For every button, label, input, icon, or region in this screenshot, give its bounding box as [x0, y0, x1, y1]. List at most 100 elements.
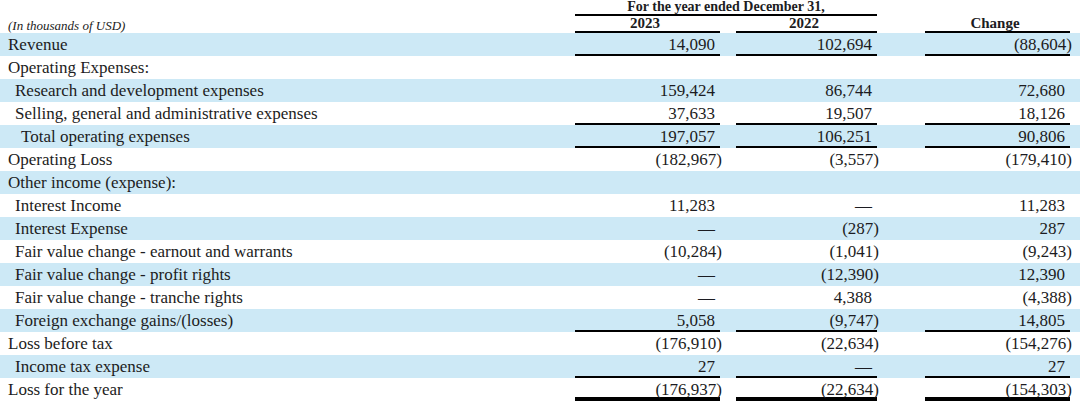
- row-label: Other income (expense):: [0, 171, 575, 194]
- unit-note: (In thousands of USD): [0, 16, 575, 33]
- cell-value: (154,303): [1005, 378, 1072, 401]
- table-row: Research and development expenses159,424…: [0, 79, 1080, 102]
- cell-value: 37,633: [668, 104, 715, 123]
- cell-change: (88,604): [925, 33, 1070, 56]
- cell-2023: 159,424: [575, 79, 720, 102]
- cell-value: 19,507: [825, 104, 872, 123]
- cell-2022: (12,390): [736, 263, 877, 286]
- cell-change: (4,388): [925, 286, 1070, 309]
- cell-change: 14,805: [925, 309, 1070, 332]
- cell-value: —: [855, 357, 872, 376]
- cell-value: (10,284): [664, 240, 722, 263]
- cell-value: (12,390): [821, 263, 879, 286]
- cell-2023: (182,967): [575, 148, 720, 171]
- row-label: Interest Expense: [0, 217, 575, 240]
- cell-value: 18,126: [1018, 104, 1065, 123]
- cell-value: —: [855, 196, 872, 215]
- cell-value: 86,744: [825, 81, 872, 100]
- row-label: Fair value change - tranche rights: [0, 286, 575, 309]
- cell-2022: 86,744: [736, 79, 877, 102]
- cell-change: (9,243): [925, 240, 1070, 263]
- cell-change: 27: [925, 355, 1070, 378]
- cell-value: 27: [698, 357, 715, 376]
- column-header-2022: 2022: [736, 16, 877, 33]
- cell-2022: (9,747): [736, 309, 877, 332]
- cell-value: 14,805: [1018, 311, 1065, 330]
- cell-value: (182,967): [655, 148, 722, 171]
- cell-2022: (22,634): [736, 378, 877, 401]
- cell-2023: —: [575, 286, 720, 309]
- row-label: Operating Loss: [0, 148, 575, 171]
- cell-2022: (3,557): [736, 148, 877, 171]
- cell-value: —: [698, 265, 715, 284]
- cell-change: [925, 56, 1070, 79]
- cell-value: (22,634): [821, 378, 879, 401]
- cell-2022: —: [736, 194, 877, 217]
- cell-value: (287): [842, 217, 879, 240]
- cell-value: (179,410): [1005, 148, 1072, 171]
- cell-change: (179,410): [925, 148, 1070, 171]
- period-header: For the year ended December 31,: [575, 0, 877, 16]
- cell-change: 287: [925, 217, 1070, 240]
- cell-value: 5,058: [677, 311, 715, 330]
- cell-value: 12,390: [1018, 265, 1065, 284]
- cell-change: 18,126: [925, 102, 1070, 125]
- table-row: Revenue14,090102,694(88,604): [0, 33, 1080, 56]
- cell-2022: 4,388: [736, 286, 877, 309]
- cell-2022: [736, 56, 877, 79]
- cell-2022: [736, 171, 877, 194]
- cell-2023: (176,910): [575, 332, 720, 355]
- row-label: Foreign exchange gains/(losses): [0, 309, 575, 332]
- cell-value: —: [698, 219, 715, 238]
- cell-change: (154,303): [925, 378, 1070, 401]
- cell-2023: [575, 56, 720, 79]
- table-row: Other income (expense):: [0, 171, 1080, 194]
- row-label: Total operating expenses: [0, 125, 575, 148]
- table-header-period-row: For the year ended December 31,: [0, 0, 1080, 16]
- table-row: Selling, general and administrative expe…: [0, 102, 1080, 125]
- cell-2023: —: [575, 217, 720, 240]
- cell-change: 11,283: [925, 194, 1070, 217]
- cell-value: 27: [1048, 357, 1065, 376]
- row-label: Income tax expense: [0, 355, 575, 378]
- cell-value: (176,937): [655, 378, 722, 401]
- cell-value: (88,604): [1014, 33, 1072, 56]
- table-row: Fair value change - profit rights — (12,39…: [0, 263, 1080, 286]
- row-label: Research and development expenses: [0, 79, 575, 102]
- row-label: Fair value change - profit rights: [0, 263, 575, 286]
- cell-value: (4,388): [1022, 286, 1072, 309]
- cell-value: 72,680: [1018, 81, 1065, 100]
- cell-2022: (287): [736, 217, 877, 240]
- cell-change: 72,680: [925, 79, 1070, 102]
- cell-change: (154,276): [925, 332, 1070, 355]
- cell-value: 287: [1040, 219, 1066, 238]
- cell-value: 102,694: [817, 35, 872, 54]
- cell-value: 11,283: [1019, 196, 1065, 215]
- table-row: Interest Income11,283—11,283: [0, 194, 1080, 217]
- cell-value: (3,557): [829, 148, 879, 171]
- cell-value: 11,283: [669, 196, 715, 215]
- cell-2022: (22,634): [736, 332, 877, 355]
- row-label: Loss before tax: [0, 332, 575, 355]
- table-row: Interest Expense — (287) 287: [0, 217, 1080, 240]
- table-row: Fair value change - earnout and warrants…: [0, 240, 1080, 263]
- cell-value: (9,747): [829, 309, 879, 332]
- cell-2023: 11,283: [575, 194, 720, 217]
- cell-2023: 27: [575, 355, 720, 378]
- cell-value: 197,057: [660, 127, 715, 146]
- cell-value: (176,910): [655, 332, 722, 355]
- cell-2023: 37,633: [575, 102, 720, 125]
- cell-2022: (1,041): [736, 240, 877, 263]
- cell-2023: 197,057: [575, 125, 720, 148]
- cell-2023: 5,058: [575, 309, 720, 332]
- column-header-2023: 2023: [575, 16, 720, 33]
- cell-2022: 106,251: [736, 125, 877, 148]
- table-row: Loss for the year(176,937)(22,634)(154,3…: [0, 378, 1080, 401]
- period-header-text: For the year ended December 31,: [627, 0, 825, 14]
- cell-value: 4,388: [834, 288, 872, 307]
- cell-value: (22,634): [821, 332, 879, 355]
- cell-value: 106,251: [817, 127, 872, 146]
- table-body: Revenue14,090102,694(88,604)Operating Ex…: [0, 33, 1080, 401]
- table-row: Foreign exchange gains/(losses) 5,058 (9,7…: [0, 309, 1080, 332]
- cell-change: 90,806: [925, 125, 1070, 148]
